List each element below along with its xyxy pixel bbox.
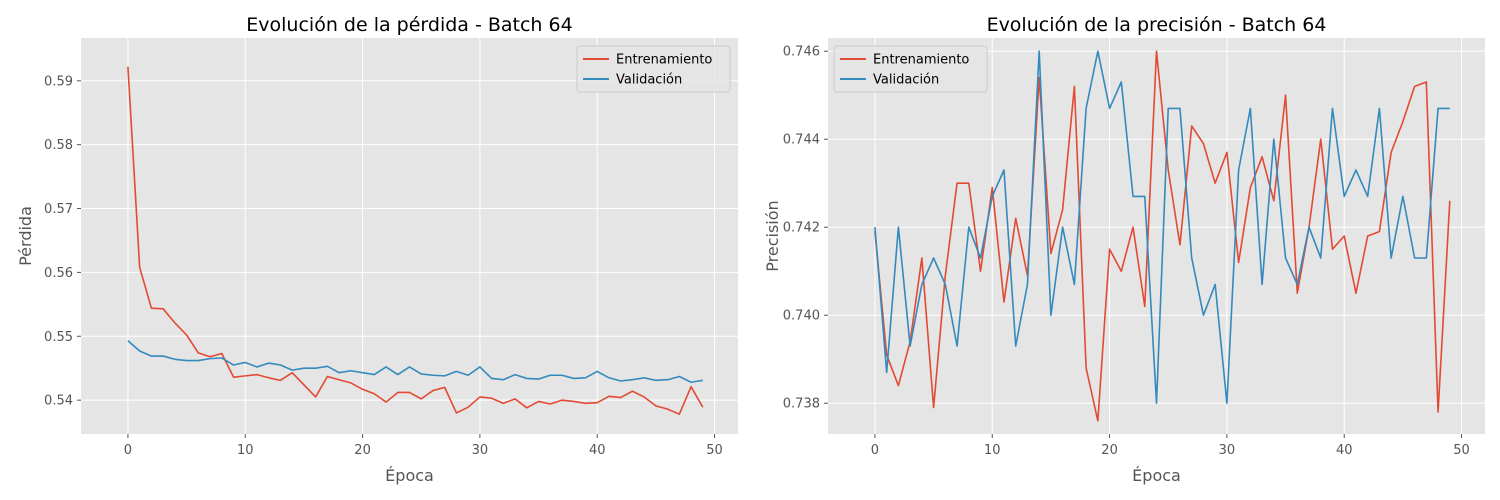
accuracy-x-axis-label: Época [1132,466,1181,485]
loss-y-tick-label: 0.55 [44,330,73,345]
loss-legend-label: Validación [616,73,682,88]
loss-legend-label: Entrenamiento [616,53,712,68]
loss-series-line-entrenamiento [127,66,704,416]
loss-y-tick-label: 0.54 [44,394,73,409]
loss-y-axis-label: Pérdida [16,206,35,266]
loss-x-axis-label: Época [385,466,434,485]
loss-ticks: 0 10 20 30 40 50 0.54 0.55 0.56 0.57 0.58 0.59 [44,74,723,458]
loss-x-tick-label: 40 [589,443,606,458]
loss-legend-box [576,45,731,93]
loss-x-tick-label: 0 [124,443,132,458]
accuracy-x-tick-label: 0 [871,443,879,458]
loss-chart: 0 10 20 30 40 50 0.54 0.55 0.56 0.57 0.58 0.59 Evol… [16,14,738,485]
accuracy-y-tick-label: 0.740 [783,309,820,324]
loss-x-tick-label: 50 [706,443,723,458]
accuracy-plot-area [828,38,1485,434]
accuracy-series-line-entrenamiento [874,50,1451,422]
loss-series-group [127,66,704,416]
loss-y-tick-label: 0.59 [44,74,73,89]
accuracy-x-tick-label: 40 [1336,443,1353,458]
accuracy-x-tick-label: 20 [1101,443,1118,458]
accuracy-chart-title: Evolución de la precisión - Batch 64 [987,14,1327,36]
accuracy-legend-label: Entrenamiento [873,53,969,68]
accuracy-x-tick-label: 30 [1219,443,1236,458]
accuracy-y-tick-label: 0.744 [783,133,820,148]
loss-y-tick-label: 0.57 [44,202,73,217]
loss-series-line-validacion [127,340,703,384]
loss-y-tick-label: 0.58 [44,138,73,153]
accuracy-legend-label: Validación [873,73,939,88]
loss-legend: Entrenamiento Validación [576,45,731,93]
accuracy-y-tick-label: 0.742 [783,221,820,236]
accuracy-legend-box [833,45,988,93]
loss-chart-title: Evolución de la pérdida - Batch 64 [246,14,572,36]
accuracy-x-tick-label: 50 [1453,443,1470,458]
loss-x-tick-label: 20 [354,443,371,458]
accuracy-x-tick-label: 10 [984,443,1001,458]
accuracy-y-tick-label: 0.738 [783,397,820,412]
accuracy-ticks: 0 10 20 30 40 50 0.738 0.740 0.742 0.744 0.746 [783,45,1470,458]
accuracy-chart: 0 10 20 30 40 50 0.738 0.740 0.742 0.744 0.746 Evo… [763,14,1485,485]
accuracy-y-tick-label: 0.746 [783,45,820,60]
accuracy-series-line-validacion [874,50,1450,405]
accuracy-legend: Entrenamiento Validación [833,45,988,93]
loss-y-tick-label: 0.56 [44,266,73,281]
accuracy-series-group [874,50,1451,422]
accuracy-y-axis-label: Precisión [763,200,782,271]
loss-plot-area [81,38,738,434]
loss-x-tick-label: 30 [472,443,489,458]
loss-grid [81,38,738,434]
loss-x-tick-label: 10 [237,443,254,458]
